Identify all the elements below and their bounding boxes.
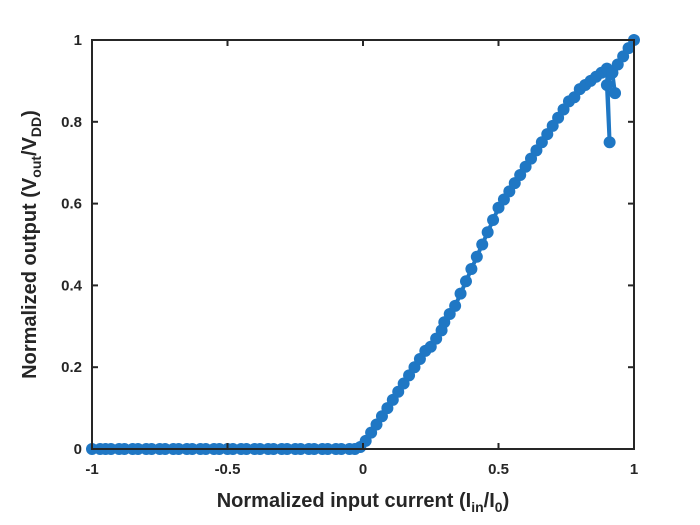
axis-title-text: Normalized output (V [19,177,41,379]
x-tick-label: -1 [85,461,98,478]
axis-title-subscript: 0 [495,499,503,515]
y-tick-label: 0 [74,441,82,458]
axis-title-text: Normalized input current (I [217,490,471,512]
axis-title-text: /V [19,136,41,156]
y-tick-label: 1 [74,32,82,49]
data-marks [86,34,640,455]
series-line-0 [92,38,636,451]
y-axis-title: Normalized output (Vout/VDD) [19,110,44,379]
data-point [454,287,467,300]
x-tick-label: 0 [359,461,367,478]
data-point [609,87,622,100]
data-point [487,213,500,226]
data-point [603,136,616,149]
axis-title-text: ) [19,110,41,117]
data-point [481,226,494,239]
y-tick-label: 0.4 [61,277,83,294]
data-point [465,263,478,276]
axis-title-subscript: out [28,156,44,178]
data-point [459,275,472,288]
plot-area-frame [91,39,635,450]
data-point [600,78,613,91]
axis-title-subscript: in [471,499,483,515]
axis-title-text: /I [484,490,495,512]
x-tick-label: -0.5 [215,461,241,478]
data-point [449,299,462,312]
y-tick-label: 0.2 [61,359,82,376]
y-tick-label: 0.6 [61,196,82,213]
y-tick-label: 0.8 [61,114,82,131]
axis-title-text: ) [503,490,510,512]
x-axis-title: Normalized input current (Iin/I0) [217,490,510,515]
x-tick-label: 1 [630,461,638,478]
x-tick-label: 0.5 [488,461,509,478]
data-point [476,238,489,251]
data-point [470,250,483,263]
axis-ticks: -1 -0.5 0 0.5 1 0 0.2 0.4 0.6 0.8 1 [61,32,638,478]
axis-title-subscript: DD [28,117,44,137]
